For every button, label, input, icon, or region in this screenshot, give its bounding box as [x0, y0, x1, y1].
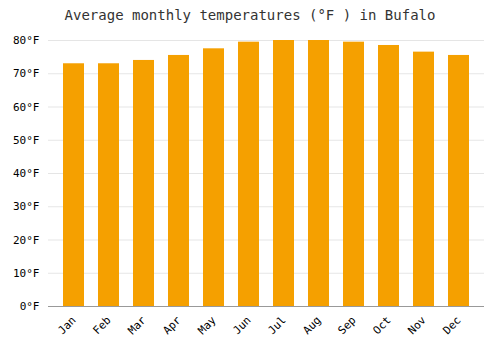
- svg-text:Sep: Sep: [335, 314, 358, 337]
- svg-text:30°F: 30°F: [13, 200, 40, 213]
- svg-text:Jan: Jan: [55, 314, 78, 337]
- svg-text:70°F: 70°F: [13, 67, 40, 80]
- svg-text:Apr: Apr: [160, 313, 184, 337]
- svg-text:Jul: Jul: [265, 314, 288, 337]
- svg-text:Mar: Mar: [125, 313, 149, 337]
- svg-text:Dec: Dec: [440, 314, 463, 337]
- svg-text:Oct: Oct: [370, 314, 393, 337]
- svg-text:10°F: 10°F: [13, 267, 40, 280]
- svg-text:Jun: Jun: [230, 314, 253, 337]
- svg-text:80°F: 80°F: [13, 34, 40, 47]
- svg-text:50°F: 50°F: [13, 134, 40, 147]
- svg-text:60°F: 60°F: [13, 101, 40, 114]
- svg-text:Nov: Nov: [405, 313, 429, 337]
- svg-text:40°F: 40°F: [13, 167, 40, 180]
- svg-text:May: May: [195, 313, 219, 337]
- svg-text:0°F: 0°F: [20, 300, 40, 313]
- svg-text:20°F: 20°F: [13, 234, 40, 247]
- svg-text:Aug: Aug: [300, 314, 323, 337]
- svg-text:Feb: Feb: [90, 314, 113, 337]
- html-text:Average monthly temperatures (: Average monthly temperatures (°F ) in Bu…: [64, 7, 436, 23]
